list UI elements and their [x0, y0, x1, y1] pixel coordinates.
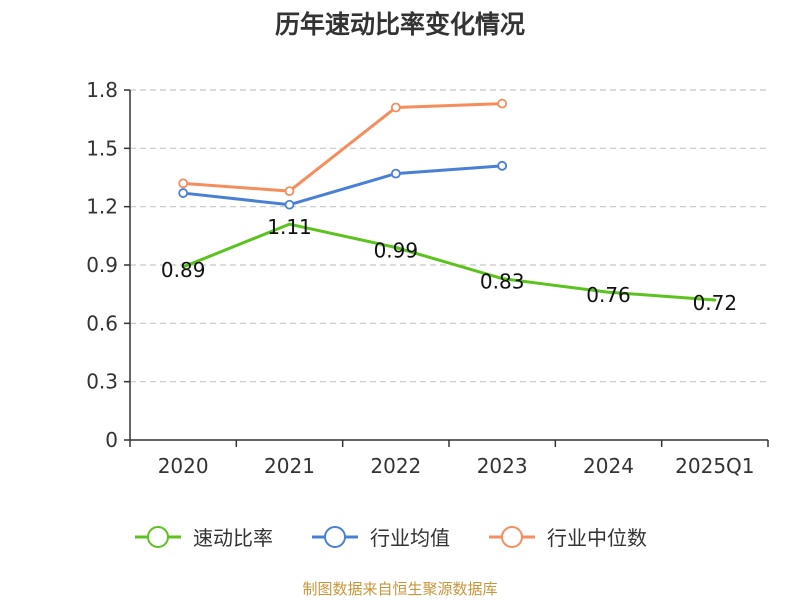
- y-tick-label: 0.3: [86, 370, 118, 394]
- x-tick-label: 2021: [264, 454, 315, 478]
- data-label: 0.83: [480, 270, 525, 294]
- x-tick-labels: 2020 2021 2022 2023 2024 2025Q1: [158, 454, 755, 478]
- x-tick-label: 2022: [370, 454, 421, 478]
- legend-label: 速动比率: [193, 526, 273, 550]
- y-tick-label: 0.9: [86, 253, 118, 277]
- y-tick-label: 0: [105, 428, 118, 452]
- data-label: 1.11: [267, 215, 312, 239]
- data-label: 0.99: [374, 239, 419, 263]
- data-point: [390, 168, 401, 179]
- y-tick-label: 1.5: [86, 136, 118, 160]
- series-3: [178, 98, 508, 197]
- data-labels: 0.89 1.11 0.99 0.83 0.76 0.72: [161, 215, 737, 315]
- data-point: [497, 98, 508, 109]
- grid-lines: [130, 89, 768, 383]
- legend-item[interactable]: 速动比率: [135, 526, 273, 550]
- data-point: [497, 160, 508, 171]
- data-point: [284, 199, 295, 210]
- data-label: 0.72: [693, 291, 738, 315]
- legend-label: 行业均值: [370, 526, 450, 550]
- series-1: [181, 222, 717, 302]
- legend-marker-icon: [501, 526, 523, 548]
- legend-marker-icon: [147, 526, 169, 548]
- data-label: 0.89: [161, 258, 206, 282]
- y-tick-label: 0.6: [86, 311, 118, 335]
- data-point: [390, 102, 401, 113]
- legend-item[interactable]: 行业均值: [312, 526, 450, 550]
- data-point: [284, 186, 295, 197]
- legend: 速动比率 行业均值 行业中位数: [135, 526, 647, 550]
- series-line: [181, 164, 504, 207]
- x-tick-label: 2020: [158, 454, 209, 478]
- axes: [124, 89, 769, 447]
- data-label: 0.76: [586, 283, 631, 307]
- x-tick-label: 2025Q1: [675, 454, 754, 478]
- y-tick-label: 1.8: [86, 78, 118, 102]
- series-line: [181, 222, 717, 302]
- series-2: [178, 160, 508, 210]
- series-line: [181, 102, 504, 193]
- legend-marker-icon: [324, 526, 346, 548]
- data-point: [178, 188, 189, 198]
- series-lines: [178, 98, 717, 302]
- legend-label: 行业中位数: [547, 526, 647, 550]
- legend-item[interactable]: 行业中位数: [489, 526, 647, 550]
- x-tick-label: 2023: [477, 454, 528, 478]
- data-point: [178, 178, 189, 189]
- x-tick-label: 2024: [583, 454, 634, 478]
- source-note: 制图数据来自恒生聚源数据库: [302, 580, 497, 598]
- chart-title: 历年速动比率变化情况: [275, 10, 525, 39]
- y-tick-label: 1.2: [86, 195, 118, 219]
- y-tick-labels: 0 0.3 0.6 0.9 1.2 1.5 1.8: [86, 78, 118, 452]
